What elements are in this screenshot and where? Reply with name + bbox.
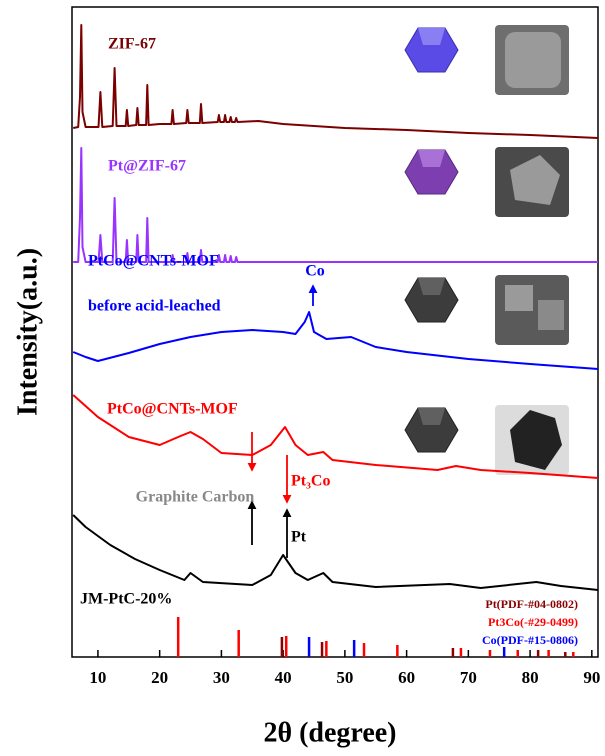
y-axis-label: Intensity(a.u.): [12, 248, 43, 416]
series-line: [73, 515, 598, 590]
x-tick-label: 80: [522, 668, 539, 687]
annotation: Pt₃Co: [291, 473, 330, 490]
series-label: JM-PtC-20%: [80, 591, 172, 608]
series-label: Pt@ZIF-67: [108, 158, 186, 175]
x-tick-label: 70: [460, 668, 477, 687]
legend-label: Pt3Co(-#29-0499): [488, 615, 578, 629]
x-tick-label: 60: [398, 668, 415, 687]
x-tick-label: 30: [213, 668, 230, 687]
series-label: before acid-leached: [88, 298, 221, 315]
legend-label: Pt(PDF-#04-0802): [485, 597, 578, 611]
series-label: ZIF-67: [108, 36, 156, 53]
chart: 2θ (degree) Intensity(a.u.) 10 20 30 40 50 60…: [0, 0, 605, 756]
x-tick-label: 10: [89, 668, 106, 687]
arrows: [252, 286, 313, 558]
annotation: Pt: [291, 529, 307, 546]
annotation: Co: [305, 263, 325, 280]
x-tick-label: 90: [583, 668, 600, 687]
icons: [405, 25, 569, 475]
annotation: Graphite Carbon: [136, 489, 255, 506]
x-tick-label: 20: [151, 668, 168, 687]
series-label: PtCo@CNTs-MOF: [88, 253, 219, 270]
x-tick-label: 40: [275, 668, 292, 687]
series-label: PtCo@CNTs-MOF: [107, 401, 238, 418]
legend-label: Co(PDF-#15-0806): [482, 633, 578, 647]
x-tick-label: 50: [336, 668, 353, 687]
x-axis-label: 2θ (degree): [263, 717, 396, 748]
